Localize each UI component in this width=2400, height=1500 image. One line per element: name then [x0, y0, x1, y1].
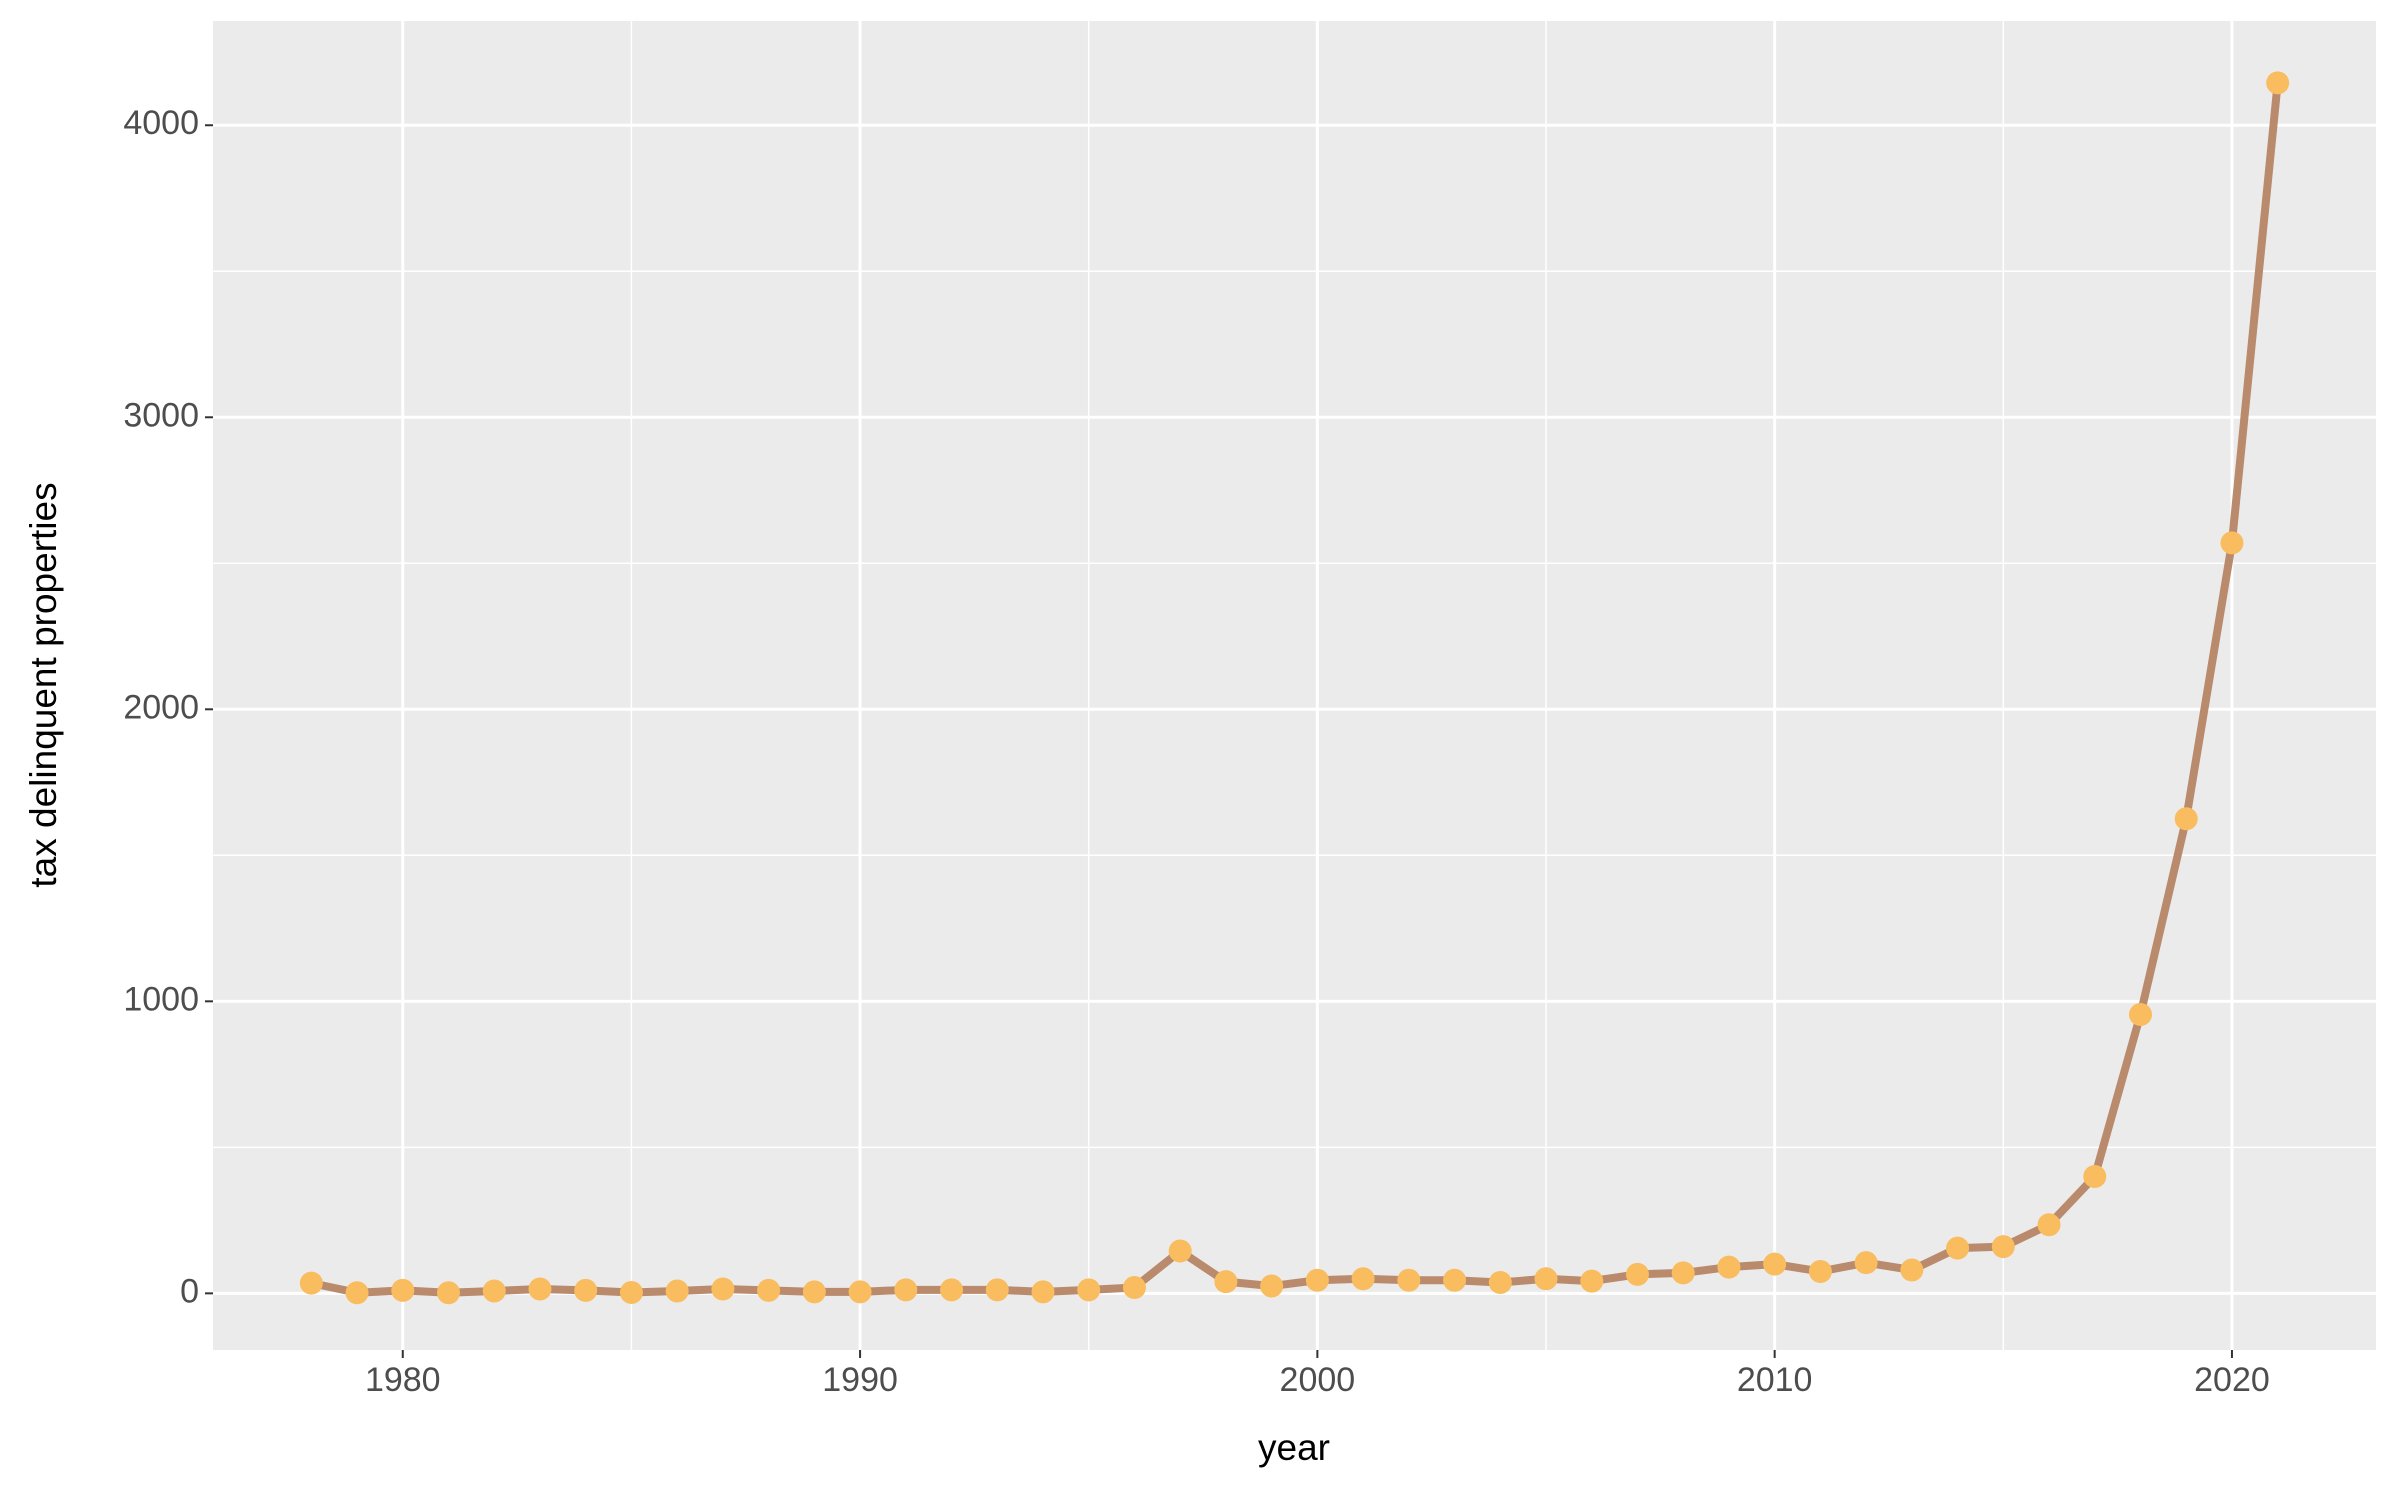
data-point: [528, 1277, 552, 1301]
data-point: [848, 1280, 872, 1304]
x-tick-label: 2000: [1280, 1361, 1356, 1399]
y-tick-label: 0: [180, 1272, 199, 1310]
y-tick-label: 1000: [123, 980, 199, 1018]
panel: [213, 21, 2376, 1350]
data-point: [1488, 1271, 1512, 1295]
data-point: [802, 1280, 826, 1304]
data-point: [345, 1281, 369, 1305]
data-point: [1031, 1280, 1055, 1304]
x-tick-label: 2020: [2194, 1361, 2270, 1399]
y-tick-label: 2000: [123, 688, 199, 726]
data-point: [2220, 531, 2244, 555]
data-point: [391, 1278, 415, 1302]
y-tick-label: 4000: [123, 104, 199, 142]
data-point: [1168, 1239, 1192, 1263]
data-point: [1443, 1268, 1467, 1292]
data-point: [1305, 1268, 1329, 1292]
data-point: [2083, 1165, 2107, 1189]
data-point: [482, 1279, 506, 1303]
data-point: [1854, 1251, 1878, 1275]
data-point: [1900, 1258, 1924, 1282]
data-point: [2037, 1213, 2061, 1237]
data-point: [1214, 1270, 1238, 1294]
x-tick-label: 1980: [365, 1361, 441, 1399]
data-point: [1397, 1268, 1421, 1292]
data-point: [1077, 1278, 1101, 1302]
data-point: [1991, 1235, 2015, 1259]
data-point: [940, 1278, 964, 1302]
data-point: [711, 1277, 735, 1301]
data-point: [1260, 1274, 1284, 1298]
data-point: [1671, 1261, 1695, 1285]
data-point: [1122, 1276, 1146, 1300]
data-point: [299, 1271, 323, 1295]
data-point: [437, 1281, 461, 1305]
data-point: [985, 1278, 1009, 1302]
y-tick-label: 3000: [123, 396, 199, 434]
y-axis-title: tax delinquent properties: [23, 482, 64, 887]
x-tick-label: 1990: [822, 1361, 898, 1399]
data-point: [1717, 1255, 1741, 1279]
data-point: [574, 1278, 598, 1302]
data-point: [2174, 807, 2198, 831]
data-point: [757, 1278, 781, 1302]
data-point: [2266, 71, 2290, 95]
x-axis-title: year: [1258, 1427, 1330, 1468]
data-point: [1534, 1267, 1558, 1291]
data-point: [2128, 1002, 2152, 1026]
data-point: [1808, 1259, 1832, 1283]
data-point: [619, 1280, 643, 1304]
data-point: [1625, 1262, 1649, 1286]
data-point: [1351, 1267, 1375, 1291]
data-point: [665, 1279, 689, 1303]
data-point: [1946, 1236, 1970, 1260]
x-tick-label: 2010: [1737, 1361, 1813, 1399]
data-point: [894, 1278, 918, 1302]
data-point: [1580, 1269, 1604, 1293]
data-point: [1763, 1252, 1787, 1276]
